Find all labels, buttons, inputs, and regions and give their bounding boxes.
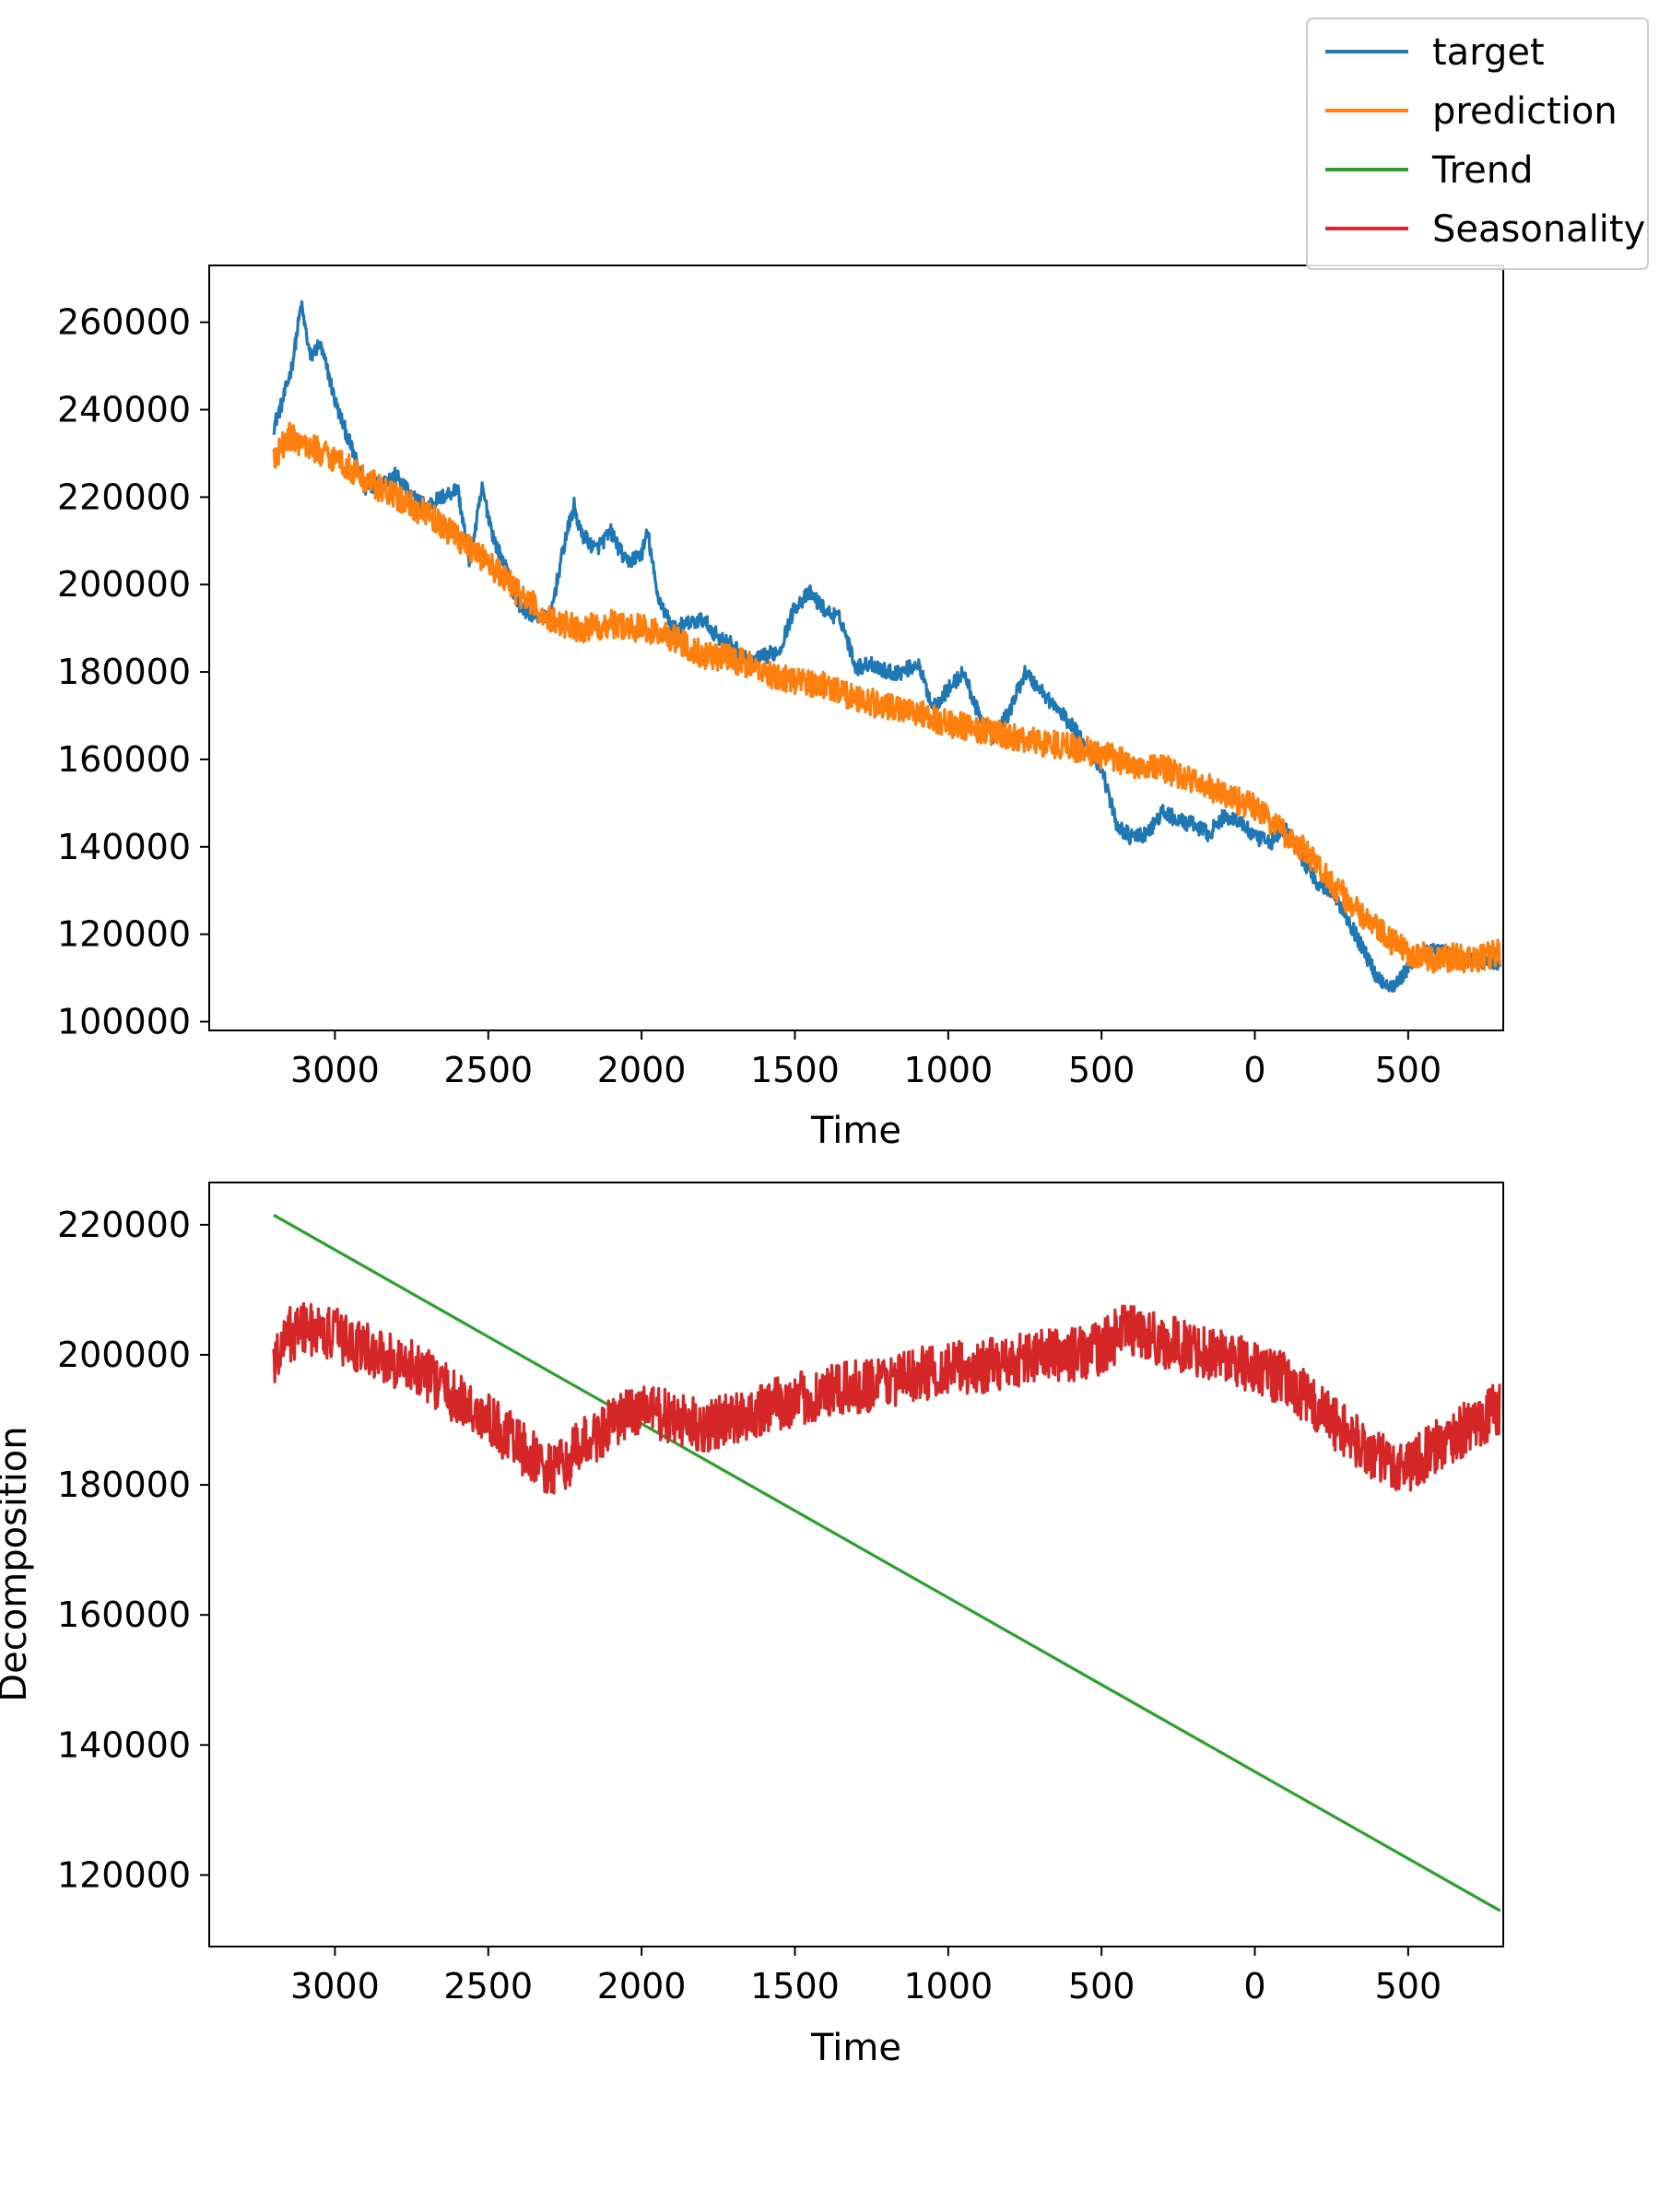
legend-frame [1306, 18, 1649, 270]
forecast-y-tick-label: 240000 [57, 390, 191, 430]
decomposition-x-axis-label: Time [810, 2027, 901, 2069]
forecast-x-axis: 3000 2500 2000 1500 1000 500 0 500 [290, 1030, 1441, 1090]
decomposition-x-axis: 3000 2500 2000 1500 1000 500 0 500 [290, 1947, 1441, 2006]
forecast-y-tick-label: 200000 [57, 564, 191, 605]
forecast-plot-frame [208, 265, 1504, 1031]
legend-label-prediction: prediction [1432, 90, 1618, 133]
decomposition-x-tick-label: 2500 [443, 1966, 533, 2006]
forecast-y-tick-label: 120000 [57, 914, 191, 955]
forecast-y-tick-label: 260000 [57, 302, 191, 343]
forecast-series-layer [272, 300, 1502, 993]
decomposition-plot-frame [208, 1182, 1504, 1947]
forecast-x-tick-label: 500 [1068, 1050, 1135, 1090]
forecast-x-tick-label: 0 [1243, 1050, 1265, 1090]
forecast-x-tick-label: 2000 [597, 1050, 687, 1090]
legend: target prediction Trend Seasonality [1306, 18, 1649, 270]
decomposition-y-tick-label: 140000 [57, 1724, 191, 1765]
decomposition-y-axis-label: Decomposition [0, 1426, 35, 1701]
decomposition-x-tick-label: 500 [1068, 1966, 1135, 2006]
forecast-x-tick-label: 3000 [290, 1050, 380, 1090]
decomposition-y-tick-label: 120000 [57, 1854, 191, 1895]
forecast-series-prediction [272, 421, 1502, 974]
decomposition-plot: 120000 140000 160000 180000 200000 220000 300… [0, 1182, 1504, 2069]
forecast-plot: 100000 120000 140000 160000 180000 200000 2200… [57, 265, 1504, 1152]
legend-label-target: target [1432, 31, 1545, 74]
forecast-y-tick-label: 140000 [57, 827, 191, 867]
legend-label-trend: Trend [1431, 149, 1533, 192]
forecast-y-tick-label: 180000 [57, 652, 191, 692]
forecast-x-tick-label: 1500 [750, 1050, 840, 1090]
decomposition-x-tick-label: 500 [1375, 1966, 1442, 2006]
decomposition-y-tick-label: 200000 [57, 1335, 191, 1375]
decomposition-y-tick-label: 220000 [57, 1205, 191, 1245]
legend-items: target prediction Trend Seasonality [1325, 31, 1645, 251]
decomposition-y-axis: 120000 140000 160000 180000 200000 220000 [57, 1205, 209, 1895]
forecast-x-tick-label: 500 [1375, 1050, 1442, 1090]
forecast-y-tick-label: 160000 [57, 739, 191, 780]
decomposition-y-tick-label: 180000 [57, 1465, 191, 1505]
decomposition-x-tick-label: 0 [1243, 1966, 1265, 2006]
forecast-y-tick-label: 220000 [57, 477, 191, 517]
forecast-y-tick-label: 100000 [57, 1002, 191, 1042]
decomposition-x-tick-label: 3000 [290, 1966, 380, 2006]
forecast-x-tick-label: 1000 [903, 1050, 993, 1090]
decomposition-series-trend [273, 1213, 1501, 1912]
forecast-x-tick-label: 2500 [443, 1050, 533, 1090]
decomposition-x-tick-label: 2000 [597, 1966, 687, 2006]
decomposition-series-layer [272, 1213, 1501, 1912]
forecast-y-axis: 100000 120000 140000 160000 180000 200000 2200… [57, 302, 209, 1042]
legend-label-seasonality: Seasonality [1432, 208, 1645, 251]
forecast-x-axis-label: Time [810, 1110, 901, 1152]
decomposition-x-tick-label: 1000 [903, 1966, 993, 2006]
decomposition-x-tick-label: 1500 [750, 1966, 840, 2006]
decomposition-series-seasonality [272, 1301, 1501, 1495]
decomposition-y-tick-label: 160000 [57, 1594, 191, 1635]
